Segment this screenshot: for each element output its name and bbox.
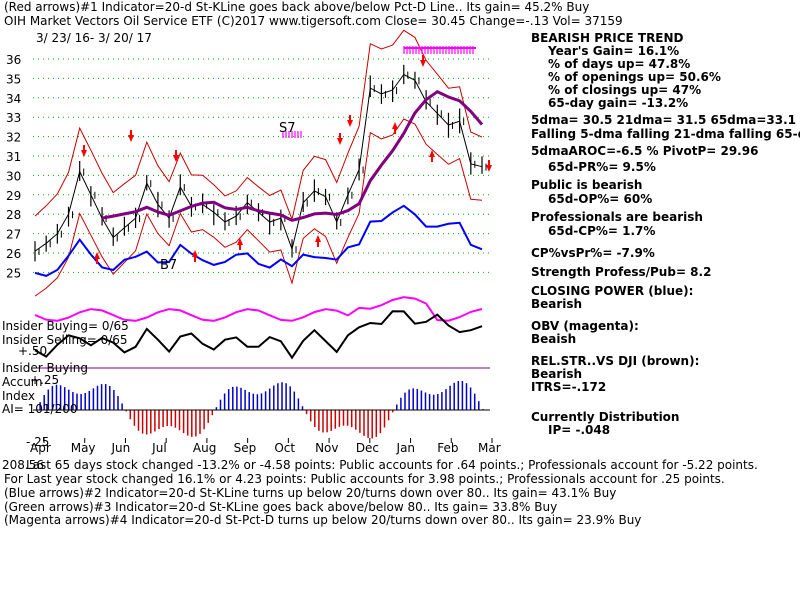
footer-line-5: (Magenta arrows)#4 Indicator=20-d St-Pct… xyxy=(4,513,642,527)
red-arrow xyxy=(420,60,426,67)
x-tick-label: Feb xyxy=(437,441,458,455)
x-tick-label: Dec xyxy=(356,441,379,455)
x-tick-label: Nov xyxy=(315,441,338,455)
openings-up: % of openings up= 50.6% xyxy=(548,70,721,84)
insider-buying-label: Insider Buying= 0/65 xyxy=(2,319,129,333)
y-tick-label: 35 xyxy=(6,72,21,86)
y-tick-label: 26 xyxy=(6,247,21,261)
y-tick-label: 34 xyxy=(6,92,21,106)
years-gain: Year's Gain= 16.1% xyxy=(548,44,680,58)
cp-vs-pr: CP%vsPr%= -7.9% xyxy=(531,246,655,260)
ai-label: AI= 101/200 xyxy=(2,402,78,416)
y-tick-label: 30 xyxy=(6,169,21,183)
closing-power-line xyxy=(34,204,483,277)
days-up: % of days up= 47.8% xyxy=(548,57,691,71)
closings-up: % of closings up= 47% xyxy=(548,83,702,97)
plus50-label: +.50 xyxy=(18,344,48,358)
x-tick-label: May xyxy=(71,441,96,455)
cp-65d: 65d-CP%= 1.7% xyxy=(548,224,656,238)
s7-annotation: S7 xyxy=(279,121,296,136)
rel-str-label: REL.STR..VS DJI (brown): xyxy=(531,354,700,368)
insider-selling-label: Insider Selling= 0/65 xyxy=(2,333,128,347)
ip-value: IP= -.048 xyxy=(548,423,611,437)
itrs-value: ITRS=-.172 xyxy=(531,380,607,394)
red-arrow xyxy=(392,122,398,129)
moving-averages: 5dma= 30.5 21dma= 31.5 65dma=33.1 xyxy=(531,113,797,127)
aroc-pivot: 5dmaAROC=-6.5 % PivotP= 29.96 xyxy=(531,144,759,158)
trend-title: BEARISH PRICE TREND xyxy=(531,31,684,45)
y-tick-label: 29 xyxy=(6,189,21,203)
chart-header: OIH Market Vectors Oil Service ETF (C)20… xyxy=(4,14,623,28)
obv-label: OBV (magenta): xyxy=(531,319,639,333)
y-tick-label: 25 xyxy=(6,266,21,280)
date-range: 3/ 23/ 16- 3/ 20/ 17 xyxy=(36,31,152,45)
y-tick-label: 32 xyxy=(6,131,21,145)
y-tick-label: 27 xyxy=(6,228,21,242)
red-arrow xyxy=(94,252,100,259)
b7-annotation: B7 xyxy=(160,258,178,273)
closing-power-status: Bearish xyxy=(531,297,583,311)
bottom-left-value: 208.56 xyxy=(2,458,44,472)
x-tick-label: Jan xyxy=(396,441,416,455)
x-tick-label: Oct xyxy=(274,441,295,455)
footer-line-1: Last 65 days stock changed -13.2% or -4.… xyxy=(26,458,758,472)
x-tick-label: Jul xyxy=(151,441,166,455)
strength-ratio: Strength Profess/Pub= 8.2 xyxy=(531,265,712,279)
professionals-bearish: Professionals are bearish xyxy=(531,210,703,224)
footer-line-2: For Last year stock changed 16.1% or 4.2… xyxy=(4,472,725,486)
rel-strength-line xyxy=(34,310,483,360)
plus25-label: +.25 xyxy=(30,373,60,387)
red-arrow xyxy=(315,235,321,242)
public-bearish: Public is bearish xyxy=(531,178,643,192)
insider-buying-label-2: Insider Buying xyxy=(2,361,88,375)
closing-power-label: CLOSING POWER (blue): xyxy=(531,284,694,298)
x-tick-label: Sep xyxy=(234,441,257,455)
red-arrow xyxy=(237,238,243,245)
op-65d: 65d-OP%= 60% xyxy=(548,192,653,206)
red-arrow xyxy=(81,150,87,157)
y-tick-label: 31 xyxy=(6,150,21,164)
obv-status: Beaish xyxy=(531,332,577,346)
red-arrow xyxy=(347,120,353,127)
y-tick-label: 28 xyxy=(6,208,21,222)
x-tick-label: Apr xyxy=(30,441,51,455)
accum-label: Accum xyxy=(2,375,43,389)
x-tick-label: Mar xyxy=(478,441,501,455)
red-arrow xyxy=(486,165,492,172)
gain-65d: 65-day gain= -13.2% xyxy=(548,96,689,110)
indicator-1-caption: (Red arrows)#1 Indicator=20-d St-KLine g… xyxy=(4,0,590,14)
x-tick-label: Jun xyxy=(110,441,130,455)
red-arrow xyxy=(192,250,198,257)
red-arrow xyxy=(173,155,179,162)
red-arrow xyxy=(337,138,343,145)
rel-str-status: Bearish xyxy=(531,367,583,381)
upper-band xyxy=(34,29,483,221)
ma-direction: Falling 5-dma falling 21-dma falling 65-… xyxy=(531,127,800,141)
ma65-line xyxy=(101,89,484,222)
pr-65d: 65d-PR%= 9.5% xyxy=(548,160,656,174)
index-label: Index xyxy=(2,389,36,403)
footer-line-3: (Blue arrows)#2 Indicator=20-d St-KLine … xyxy=(4,486,617,500)
x-tick-label: Aug xyxy=(193,441,216,455)
distribution-label: Currently Distribution xyxy=(531,410,680,424)
y-tick-label: 36 xyxy=(6,53,21,67)
footer-line-4: (Green arrows)#3 Indicator=20-d St-KLine… xyxy=(4,500,558,514)
obv-line xyxy=(34,296,483,322)
red-arrow xyxy=(128,135,134,142)
red-arrow xyxy=(429,150,435,157)
y-tick-label: 33 xyxy=(6,111,21,125)
minus25-label: -.25 xyxy=(26,435,50,449)
